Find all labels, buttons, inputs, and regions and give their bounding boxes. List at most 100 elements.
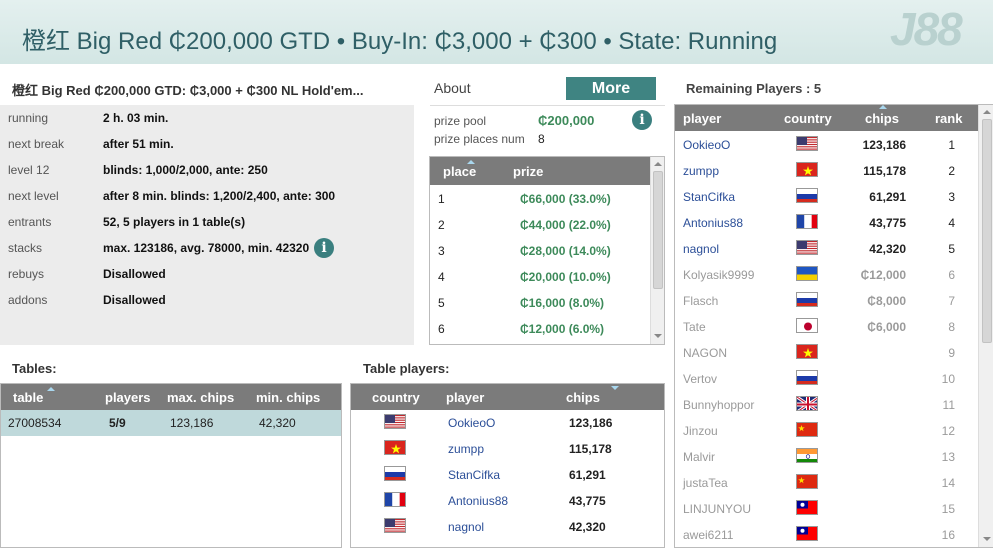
russia-flag-icon xyxy=(796,370,818,385)
table-column-header[interactable]: table xyxy=(13,390,44,405)
info-key: rebuys xyxy=(8,267,45,281)
remaining-player-name[interactable]: justaTea xyxy=(683,476,728,490)
table-player-row[interactable]: StanCifka 61,291 xyxy=(351,462,664,488)
rp-country-column-header[interactable]: country xyxy=(784,111,832,126)
remaining-player-name[interactable]: Kolyasik9999 xyxy=(683,268,755,282)
remaining-player-rank: 3 xyxy=(948,190,955,204)
prize-row: 1 ₵66,000 (33.0%) xyxy=(430,185,650,211)
info-value: Disallowed xyxy=(103,293,166,307)
remaining-player-row[interactable]: LINJUNYOU 15 xyxy=(675,495,978,521)
place-column-header[interactable]: place xyxy=(443,164,477,179)
remaining-player-name[interactable]: zumpp xyxy=(683,164,720,178)
remaining-player-row[interactable]: NAGON 9 xyxy=(675,339,978,365)
player-name-link[interactable]: zumpp xyxy=(448,442,485,456)
remaining-player-chips: ₵8,000 xyxy=(867,294,906,308)
prize-place: 2 xyxy=(438,218,445,232)
prize-amount: ₵20,000 (10.0%) xyxy=(520,270,611,284)
more-button[interactable]: More xyxy=(566,77,656,100)
rp-rank-column-header[interactable]: rank xyxy=(935,111,963,126)
remaining-player-row[interactable]: OokieoO 123,186 1 xyxy=(675,131,978,157)
us-flag-icon xyxy=(384,518,406,533)
tp-player-column-header[interactable]: player xyxy=(446,390,485,405)
remaining-player-row[interactable]: nagnol 42,320 5 xyxy=(675,235,978,261)
table-row[interactable]: 27008534 5/9 123,186 42,320 xyxy=(1,410,341,436)
prize-place: 6 xyxy=(438,322,445,336)
vietnam-flag-icon xyxy=(796,162,818,177)
remaining-player-name[interactable]: Tate xyxy=(683,320,706,334)
remaining-player-name[interactable]: nagnol xyxy=(683,242,720,256)
remaining-player-name[interactable]: LINJUNYOU xyxy=(683,502,752,516)
remaining-player-row[interactable]: Jinzou 12 xyxy=(675,417,978,443)
player-name-link[interactable]: Antonius88 xyxy=(448,494,509,508)
remaining-player-name[interactable]: StanCifka xyxy=(683,190,736,204)
prize-table-header: place prize xyxy=(430,157,650,185)
remaining-player-name[interactable]: NAGON xyxy=(683,346,728,360)
prize-place: 1 xyxy=(438,192,445,206)
table-max-chips: 123,186 xyxy=(170,416,214,430)
info-row: level 12 blinds: 1,000/2,000, ante: 250 xyxy=(0,157,414,183)
remaining-player-name[interactable]: awei6211 xyxy=(683,528,734,542)
table-player-row[interactable]: nagnol 42,320 xyxy=(351,514,664,540)
remaining-player-row[interactable]: Kolyasik9999 ₵12,000 6 xyxy=(675,261,978,287)
prize-scrollbar[interactable] xyxy=(650,157,664,344)
remaining-player-name[interactable]: OokieoO xyxy=(683,138,731,152)
rp-player-column-header[interactable]: player xyxy=(683,111,722,126)
prize-places-value: 8 xyxy=(538,132,545,146)
prize-place: 5 xyxy=(438,296,445,310)
remaining-player-rank: 15 xyxy=(941,502,955,516)
info-key: next break xyxy=(8,137,65,151)
remaining-player-name[interactable]: Jinzou xyxy=(683,424,718,438)
info-row: running 2 h. 03 min. xyxy=(0,105,414,131)
rp-chips-column-header[interactable]: chips xyxy=(865,111,899,126)
remaining-player-row[interactable]: Tate ₵6,000 8 xyxy=(675,313,978,339)
table-player-row[interactable]: Antonius88 43,775 xyxy=(351,488,664,514)
remaining-player-row[interactable]: awei6211 16 xyxy=(675,521,978,547)
remaining-player-row[interactable]: Bunnyhoppor 11 xyxy=(675,391,978,417)
prize-place: 4 xyxy=(438,270,445,284)
min-chips-column-header[interactable]: min. chips xyxy=(256,390,321,405)
remaining-scrollbar[interactable] xyxy=(978,105,993,547)
india-flag-icon xyxy=(796,448,818,463)
remaining-player-name[interactable]: Antonius88 xyxy=(683,216,744,230)
table-player-row[interactable]: zumpp 115,178 xyxy=(351,436,664,462)
max-chips-column-header[interactable]: max. chips xyxy=(167,390,235,405)
remaining-player-row[interactable]: Flasch ₵8,000 7 xyxy=(675,287,978,313)
info-key: running xyxy=(8,111,49,125)
players-column-header[interactable]: players xyxy=(105,390,151,405)
tp-country-column-header[interactable]: country xyxy=(372,390,420,405)
player-name-link[interactable]: StanCifka xyxy=(448,468,501,482)
japan-flag-icon xyxy=(796,318,818,333)
tp-chips-column-header[interactable]: chips xyxy=(566,390,600,405)
prize-column-header[interactable]: prize xyxy=(513,164,544,179)
remaining-header: player country chips rank xyxy=(675,105,978,131)
remaining-player-name[interactable]: Flasch xyxy=(683,294,719,308)
player-chips: 61,291 xyxy=(569,468,606,482)
remaining-player-row[interactable]: Antonius88 43,775 4 xyxy=(675,209,978,235)
info-key: entrants xyxy=(8,215,52,229)
remaining-players-table: player country chips rank OokieoO 123,186… xyxy=(674,104,993,548)
remaining-player-name[interactable]: Malvir xyxy=(683,450,715,464)
remaining-player-rank: 2 xyxy=(948,164,955,178)
stacks-info-icon[interactable]: i xyxy=(314,238,334,258)
remaining-player-name[interactable]: Bunnyhoppor xyxy=(683,398,755,412)
remaining-player-row[interactable]: Malvir 13 xyxy=(675,443,978,469)
remaining-player-rank: 16 xyxy=(941,528,955,542)
remaining-player-row[interactable]: justaTea 14 xyxy=(675,469,978,495)
ukraine-flag-icon xyxy=(796,266,818,281)
prize-amount: ₵12,000 (6.0%) xyxy=(520,322,605,336)
player-name-link[interactable]: nagnol xyxy=(448,520,485,534)
remaining-player-row[interactable]: StanCifka 61,291 3 xyxy=(675,183,978,209)
prize-amount: ₵16,000 (8.0%) xyxy=(520,296,605,310)
france-flag-icon xyxy=(384,492,406,507)
prize-info-icon[interactable]: i xyxy=(632,110,652,130)
remaining-player-row[interactable]: Vertov 10 xyxy=(675,365,978,391)
player-name-link[interactable]: OokieoO xyxy=(448,416,496,430)
info-row: addons Disallowed xyxy=(0,287,414,313)
remaining-player-rank: 1 xyxy=(948,138,955,152)
table-player-row[interactable]: OokieoO 123,186 xyxy=(351,410,664,436)
divider xyxy=(430,105,665,106)
prize-row: 4 ₵20,000 (10.0%) xyxy=(430,263,650,289)
remaining-player-name[interactable]: Vertov xyxy=(683,372,718,386)
remaining-player-chips: 43,775 xyxy=(869,216,906,230)
remaining-player-row[interactable]: zumpp 115,178 2 xyxy=(675,157,978,183)
